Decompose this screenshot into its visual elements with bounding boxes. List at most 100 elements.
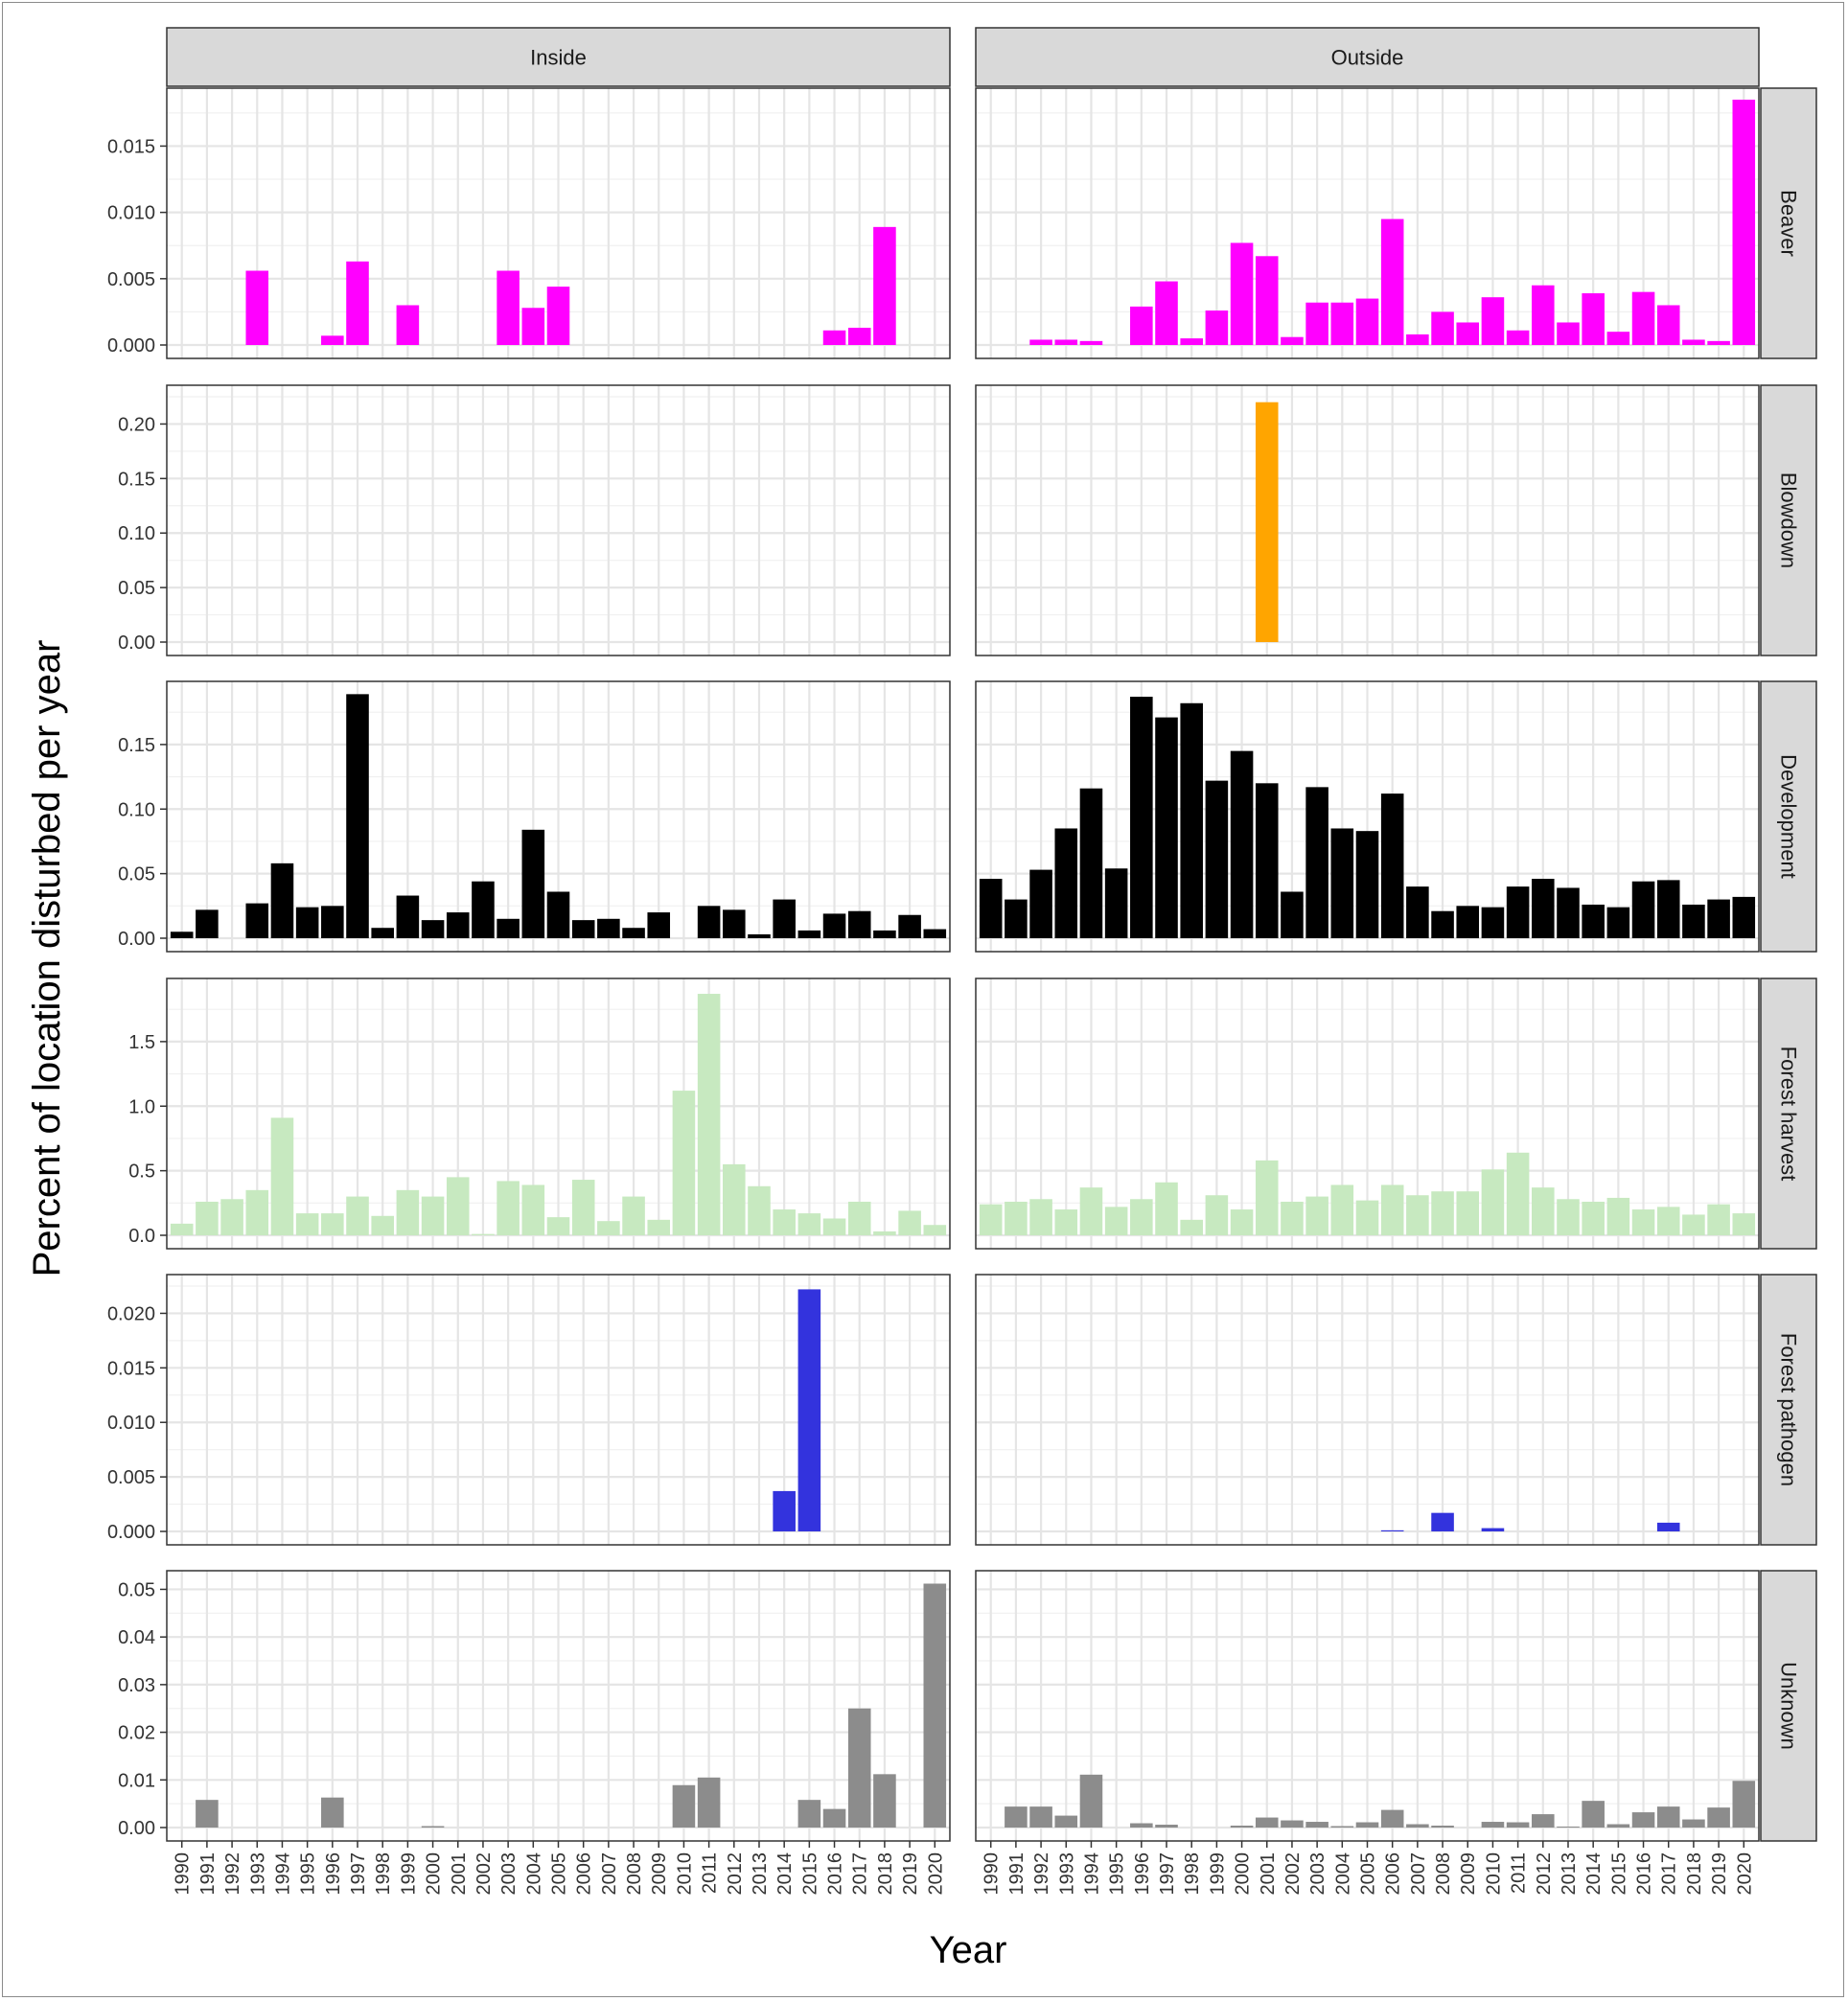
- bar-unknown-inside-2017: [847, 1708, 871, 1828]
- column-strip-label: Outside: [1331, 46, 1404, 70]
- bar-beaver-outside-2008: [1431, 311, 1454, 345]
- bar-development-outside-2003: [1305, 787, 1328, 938]
- x-tick-label: 2001: [449, 1852, 470, 1896]
- bar-forest-harvest-inside-2006: [571, 1180, 595, 1235]
- bar-development-inside-1991: [196, 909, 219, 938]
- bar-development-outside-2018: [1682, 904, 1705, 938]
- y-tick-label: 0.020: [107, 1303, 155, 1324]
- bar-development-inside-2001: [446, 912, 470, 938]
- x-tick-label: 2014: [1583, 1852, 1605, 1896]
- bar-forest-harvest-inside-2004: [521, 1184, 545, 1235]
- x-tick-label: 1994: [272, 1852, 293, 1896]
- bar-unknown-outside-1992: [1029, 1806, 1052, 1828]
- x-tick-label: 1998: [373, 1852, 394, 1896]
- bar-beaver-inside-1996: [321, 335, 344, 345]
- y-tick-label: 0.5: [128, 1162, 155, 1183]
- x-tick-label: 2010: [1483, 1852, 1504, 1896]
- bar-forest-harvest-outside-2009: [1456, 1191, 1480, 1235]
- bar-development-inside-2011: [697, 906, 721, 938]
- x-tick-label: 1992: [1031, 1852, 1052, 1896]
- bar-development-outside-2008: [1431, 910, 1454, 938]
- bar-forest-harvest-outside-2001: [1255, 1160, 1279, 1235]
- bar-forest-harvest-outside-2020: [1732, 1213, 1756, 1235]
- bar-unknown-inside-1996: [321, 1797, 344, 1828]
- x-tick-label: 1990: [173, 1852, 194, 1896]
- bar-forest-harvest-inside-2005: [546, 1217, 570, 1235]
- x-tick-label: 2005: [549, 1852, 570, 1896]
- bar-unknown-outside-1993: [1054, 1815, 1078, 1828]
- bar-development-outside-2012: [1532, 879, 1555, 938]
- x-tick-label: 2008: [624, 1852, 645, 1896]
- x-tick-label: 2004: [1332, 1852, 1353, 1896]
- row-strip-label: Beaver: [1777, 190, 1801, 257]
- bar-development-inside-2008: [622, 928, 645, 938]
- x-tick-label: 2003: [1307, 1852, 1328, 1896]
- x-tick-label: 2020: [1734, 1852, 1755, 1896]
- bar-unknown-outside-2003: [1305, 1822, 1328, 1828]
- bar-development-outside-1998: [1180, 702, 1203, 938]
- bar-unknown-inside-2000: [421, 1826, 445, 1828]
- y-tick-label: 0.010: [107, 1413, 155, 1434]
- bar-development-inside-2016: [822, 913, 846, 938]
- bar-unknown-inside-1991: [196, 1800, 219, 1828]
- row-strip-forest-harvest: [1760, 978, 1817, 1250]
- bar-unknown-inside-2011: [697, 1777, 721, 1828]
- y-tick-label: 0.04: [118, 1627, 155, 1648]
- x-tick-label: 2017: [1659, 1852, 1680, 1896]
- y-tick-label: 0.10: [118, 523, 155, 544]
- bar-unknown-outside-2005: [1355, 1822, 1379, 1828]
- bar-development-inside-1994: [270, 862, 294, 938]
- bar-development-inside-1998: [371, 928, 394, 938]
- column-strip-inside: [166, 27, 951, 87]
- row-strip-development: [1760, 680, 1817, 953]
- bar-forest-harvest-outside-2019: [1707, 1204, 1730, 1235]
- bar-beaver-inside-2004: [521, 308, 545, 345]
- y-tick-label: 1.0: [128, 1096, 155, 1117]
- x-tick-label: 2004: [523, 1852, 544, 1896]
- bar-forest-harvest-outside-1994: [1079, 1187, 1103, 1235]
- bar-beaver-outside-2003: [1305, 302, 1328, 345]
- y-tick-label: 0.02: [118, 1723, 155, 1744]
- bar-unknown-outside-2013: [1557, 1827, 1580, 1828]
- x-tick-label: 2019: [1709, 1852, 1730, 1896]
- bar-development-outside-1993: [1054, 828, 1078, 938]
- bar-unknown-outside-2001: [1255, 1817, 1279, 1828]
- panel-border-forest-harvest-inside: [166, 978, 951, 1250]
- y-tick-label: 0.005: [107, 1467, 155, 1488]
- x-axis-title: Year: [930, 1929, 1007, 1971]
- bar-development-outside-2010: [1481, 907, 1505, 938]
- x-tick-label: 2011: [700, 1852, 721, 1894]
- panel-border-beaver-inside: [166, 87, 951, 359]
- bar-development-inside-1999: [396, 895, 420, 938]
- bar-development-outside-1992: [1029, 869, 1052, 938]
- bar-development-outside-2011: [1506, 886, 1530, 938]
- bar-forest-harvest-outside-2003: [1305, 1196, 1328, 1235]
- bar-forest-pathogen-outside-2010: [1481, 1528, 1505, 1531]
- bar-beaver-outside-1992: [1029, 339, 1052, 345]
- bar-forest-harvest-inside-2017: [847, 1201, 871, 1235]
- bar-development-inside-2013: [748, 933, 771, 938]
- bar-forest-harvest-inside-1991: [196, 1201, 219, 1235]
- bar-development-outside-2007: [1406, 886, 1429, 938]
- y-tick-label: 0.005: [107, 269, 155, 290]
- bar-forest-harvest-inside-2015: [797, 1213, 821, 1235]
- bar-beaver-outside-2016: [1631, 291, 1655, 345]
- bar-development-inside-2014: [773, 899, 796, 938]
- bar-beaver-inside-2018: [873, 226, 896, 345]
- x-tick-label: 2009: [1458, 1852, 1479, 1896]
- bar-forest-harvest-outside-1993: [1054, 1209, 1078, 1235]
- y-tick-label: 1.5: [128, 1032, 155, 1053]
- bar-forest-harvest-outside-1991: [1005, 1201, 1028, 1235]
- y-tick-label: 0.15: [118, 735, 155, 756]
- y-tick-label: 0.05: [118, 1579, 155, 1600]
- bar-forest-pathogen-outside-2008: [1431, 1512, 1454, 1531]
- bar-forest-harvest-inside-2008: [622, 1196, 645, 1235]
- x-tick-label: 2003: [498, 1852, 520, 1896]
- bar-forest-harvest-inside-1996: [321, 1213, 344, 1235]
- bar-beaver-outside-2005: [1355, 298, 1379, 345]
- bar-forest-harvest-outside-1996: [1130, 1199, 1153, 1235]
- bar-forest-pathogen-outside-2017: [1656, 1522, 1680, 1531]
- bar-beaver-outside-2019: [1707, 340, 1730, 345]
- bar-forest-harvest-inside-2001: [446, 1177, 470, 1235]
- bar-forest-harvest-inside-2010: [672, 1091, 696, 1235]
